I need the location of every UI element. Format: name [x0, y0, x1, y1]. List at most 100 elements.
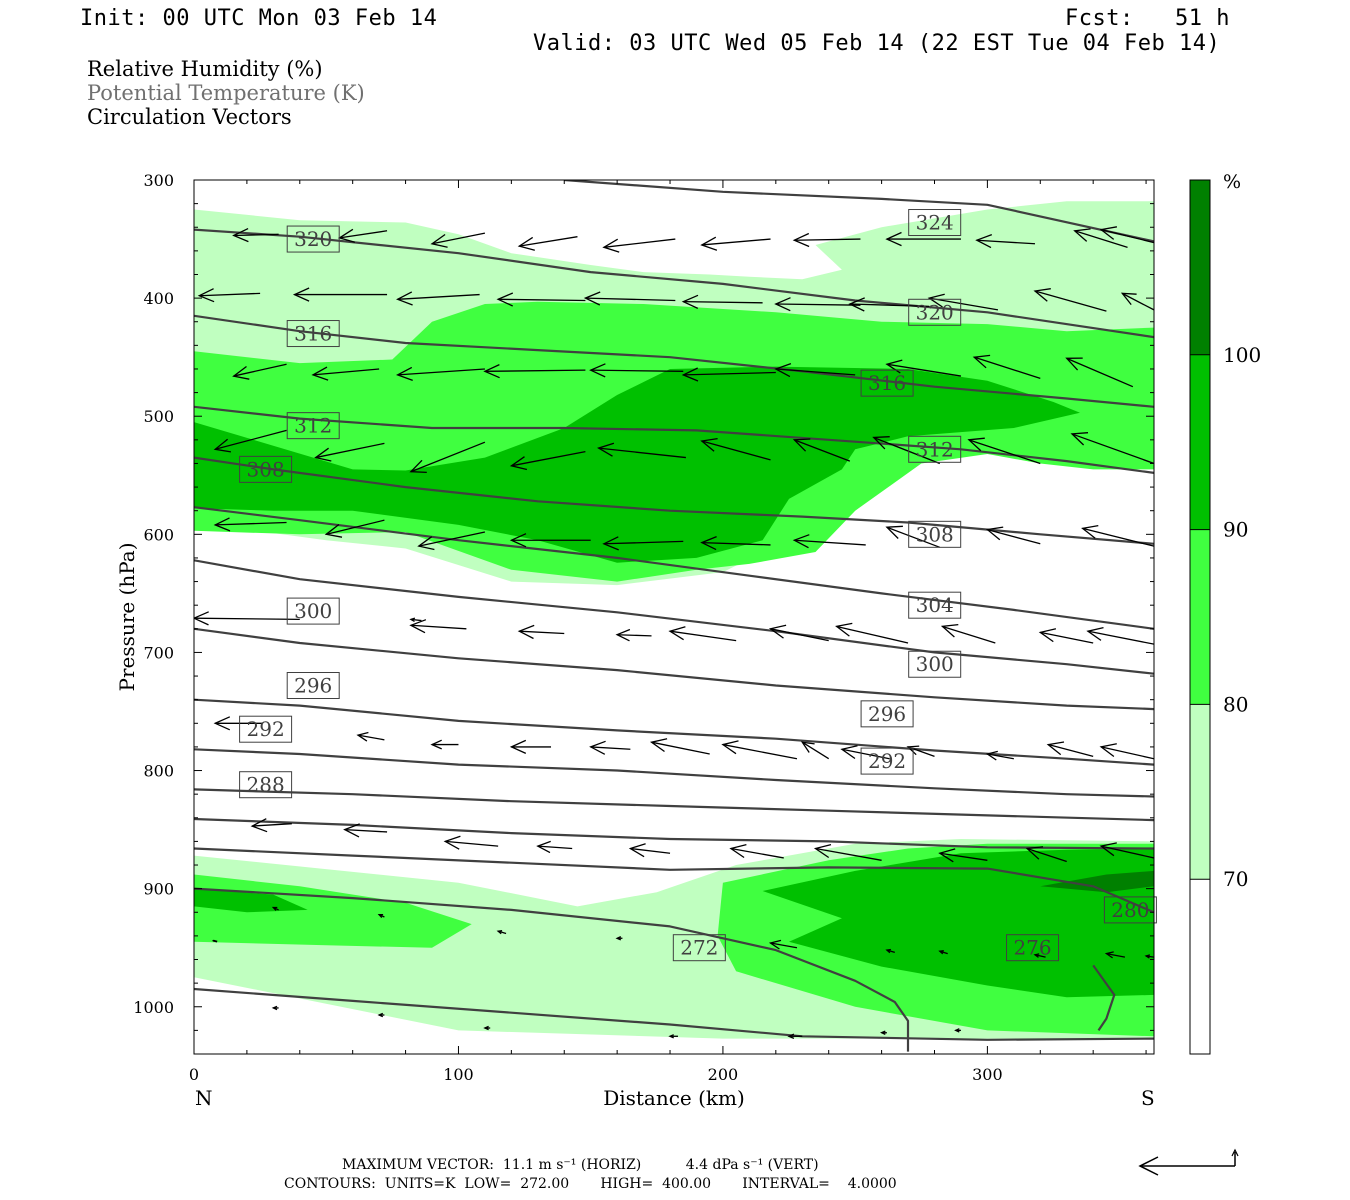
circulation-vector: [774, 362, 856, 378]
vector-shaft: [683, 371, 776, 376]
vector-head: [377, 913, 384, 919]
vector-shaft: [252, 823, 292, 827]
circulation-vector: [1104, 951, 1126, 959]
colorbar-band: [1190, 879, 1210, 1054]
y-tick-label: 1000: [133, 998, 174, 1017]
theta-contour-268: [1092, 964, 1116, 1032]
vector-head: [1070, 432, 1089, 446]
vector-shaft: [233, 233, 279, 237]
vector-shaft: [929, 297, 999, 311]
vector-shaft: [1048, 743, 1094, 757]
circulation-vector: [885, 948, 896, 954]
theta-label: 296: [286, 672, 340, 700]
x-axis-label: Distance (km): [603, 1086, 745, 1110]
potential-temperature-contours: [194, 180, 1154, 1052]
vector-head: [1046, 741, 1065, 756]
vector-head: [985, 526, 1004, 541]
vector-shaft: [410, 618, 422, 622]
theta-label-text: 288: [247, 773, 285, 797]
vector-shaft: [1100, 845, 1154, 859]
vector-head: [768, 939, 782, 950]
theta-label-text: 292: [868, 749, 906, 773]
circulation-vector: [536, 840, 573, 854]
theta-label: 292: [860, 747, 914, 775]
theta-label: 320: [286, 225, 340, 253]
x-tick-label: 200: [708, 1065, 739, 1084]
circulation-vector: [430, 739, 459, 750]
y-tick-label: 800: [143, 762, 174, 781]
theta-label-box: [239, 771, 293, 799]
vector-shaft: [519, 236, 578, 247]
theta-label: 316: [860, 369, 914, 397]
vector-shaft: [801, 741, 830, 760]
vector-shaft: [973, 356, 1041, 380]
theta-label-box: [908, 591, 962, 619]
field-potential-temperature: Potential Temperature (K): [87, 81, 365, 105]
circulation-vector: [314, 442, 385, 462]
vector-head: [927, 293, 945, 308]
circulation-vector: [668, 626, 737, 642]
circulation-vector: [409, 441, 486, 474]
colorbar-band: [1190, 180, 1210, 355]
forecast-hour: Fcst: 51 h: [1065, 6, 1230, 31]
vector-head: [409, 459, 427, 474]
theta-label-box: [286, 320, 340, 348]
vector-head: [232, 365, 250, 380]
vector-head: [792, 438, 811, 452]
vector-shaft: [519, 630, 565, 635]
x-tick-label: 300: [972, 1065, 1003, 1084]
circulation-vector: [938, 950, 948, 955]
vector-head: [213, 438, 232, 453]
circulation-vector: [615, 936, 623, 941]
theta-label-box: [860, 700, 914, 728]
vector-shaft: [603, 238, 676, 248]
vector-shaft: [701, 238, 771, 246]
circulation-vector: [517, 624, 565, 640]
circulation-vector: [232, 228, 279, 243]
circulation-vector: [668, 1034, 678, 1039]
x-axis-south-label: S: [1141, 1086, 1155, 1110]
vector-shaft: [836, 625, 909, 644]
vector-head: [880, 1030, 886, 1035]
colorbar-label: 70: [1223, 867, 1248, 891]
circulation-vector: [940, 623, 996, 644]
circulation-vector: [409, 619, 467, 634]
vector-shaft: [585, 297, 676, 302]
vector-shaft: [770, 628, 829, 642]
vector-head: [430, 233, 448, 248]
theta-label-box: [239, 455, 293, 483]
circulation-vector: [396, 366, 485, 382]
circulation-vector: [700, 236, 771, 251]
valid-time: Valid: 03 UTC Wed 05 Feb 14 (22 EST Tue …: [533, 31, 1221, 56]
vector-shaft: [397, 293, 480, 300]
vector-head: [483, 1025, 489, 1031]
y-tick-label: 600: [143, 525, 174, 544]
vector-head: [602, 536, 619, 551]
vector-head: [1081, 524, 1099, 539]
y-tick-label: 300: [143, 171, 174, 190]
circulation-vector: [194, 611, 300, 626]
circulation-vector: [813, 843, 882, 861]
vector-shaft: [939, 852, 988, 861]
circulation-vector: [517, 236, 578, 251]
vector-head: [840, 745, 858, 760]
vector-head: [681, 367, 699, 382]
theta-contour-288: [194, 748, 1154, 798]
circulation-vector: [602, 536, 684, 551]
theta-label: 276: [1006, 934, 1060, 962]
colorbar: 70 80 90 100: [1189, 179, 1261, 1055]
theta-label: 324: [908, 209, 962, 237]
circulation-vector: [1073, 228, 1128, 248]
vector-head: [885, 948, 891, 954]
vector-head: [517, 236, 535, 251]
theta-contour-304: [194, 506, 1154, 630]
vector-head: [628, 843, 646, 858]
vector-head: [232, 228, 249, 243]
vector-head: [583, 291, 601, 306]
vector-head: [792, 534, 810, 549]
circulation-vector: [700, 437, 771, 461]
vector-shaft: [1071, 433, 1154, 465]
rh-region-6: [194, 888, 308, 913]
vector-head: [1120, 292, 1137, 306]
colorbar-frame: [1189, 179, 1211, 1055]
